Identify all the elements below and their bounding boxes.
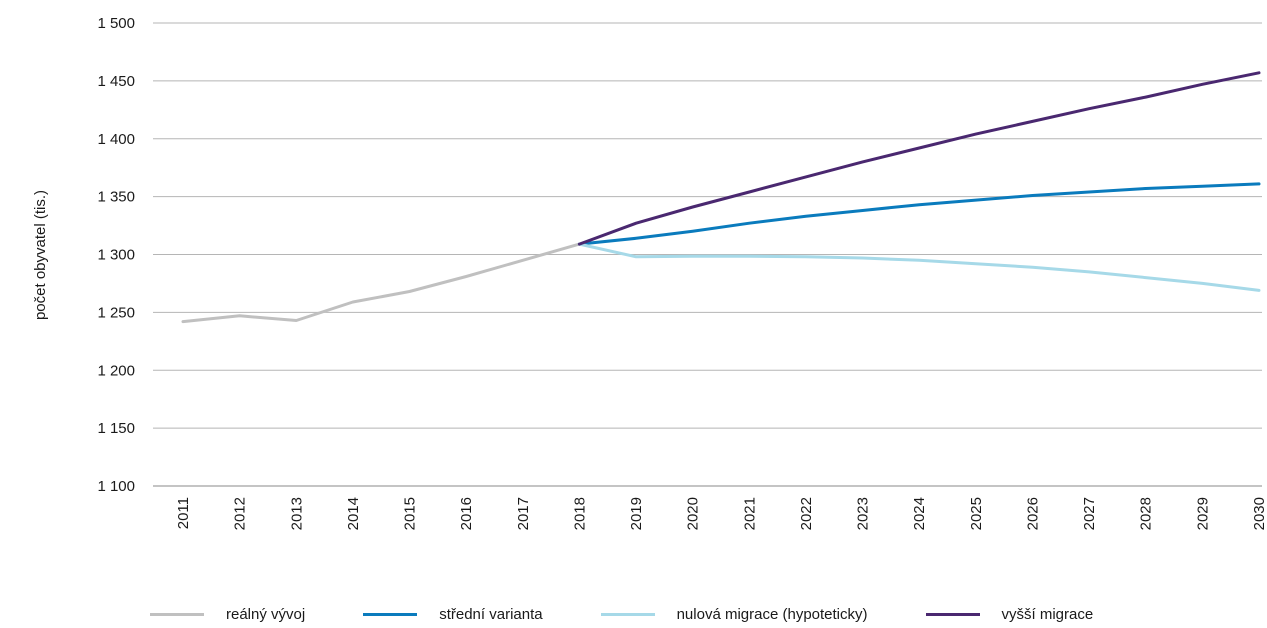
series-line: [181, 242, 581, 324]
x-tick-label: 2028: [1138, 497, 1155, 530]
x-tick-label: 2014: [345, 497, 362, 530]
x-tick-label: 2013: [288, 497, 305, 530]
y-tick-label: 1 150: [97, 420, 135, 437]
y-tick-label: 1 500: [97, 15, 135, 32]
series-line: [577, 242, 1261, 292]
y-axis-label: počet obyvatel (tis.): [32, 190, 49, 320]
x-tick-label: 2022: [798, 497, 815, 530]
legend-swatch: [363, 612, 418, 616]
series-line: [577, 182, 1261, 246]
legend-swatch: [150, 612, 204, 616]
x-tick-label: 2024: [911, 497, 928, 530]
x-axis-ticks: 2011 2012 2013 2014 2015 2016 2017 2018 2019 2020…: [175, 497, 1267, 530]
x-tick-label: 2023: [855, 497, 872, 530]
legend: reálný vývoj střední varianta nulová mig…: [150, 600, 1151, 628]
legend-item: reálný vývoj: [150, 606, 305, 623]
gridlines: [153, 22, 1262, 487]
legend-label: nulová migrace (hypoteticky): [676, 605, 868, 623]
x-tick-label: 2030: [1251, 497, 1267, 530]
x-tick-label: 2027: [1081, 497, 1098, 530]
legend-swatch: [600, 612, 655, 616]
series-line: [577, 71, 1261, 246]
x-tick-label: 2020: [685, 497, 702, 530]
x-tick-label: 2021: [741, 497, 758, 530]
x-tick-label: 2025: [968, 497, 985, 530]
x-tick-label: 2018: [571, 497, 588, 530]
y-tick-label: 1 200: [97, 362, 135, 379]
series-lines: [181, 71, 1261, 324]
x-tick-label: 2017: [515, 497, 532, 530]
legend-label: střední varianta: [439, 605, 543, 623]
x-tick-label: 2016: [458, 497, 475, 530]
x-tick-label: 2015: [402, 497, 419, 530]
line-chart: 1 100 1 150 1 200 1 250 1 300 1 350 1 400 1 450…: [32, 15, 1267, 530]
y-tick-label: 1 250: [97, 304, 135, 321]
x-tick-label: 2019: [628, 497, 645, 530]
legend-label: reálný vývoj: [226, 605, 306, 623]
legend-item: střední varianta: [363, 605, 543, 623]
y-tick-label: 1 400: [97, 131, 135, 148]
x-tick-label: 2029: [1194, 497, 1211, 530]
y-tick-label: 1 300: [97, 247, 135, 264]
x-tick-label: 2012: [232, 497, 249, 530]
legend-item: nulová migrace (hypoteticky): [600, 605, 868, 623]
legend-item: vyšší migrace: [925, 605, 1094, 623]
y-tick-label: 1 450: [97, 73, 135, 90]
y-tick-label: 1 100: [97, 478, 135, 495]
legend-label: vyšší migrace: [1001, 605, 1094, 623]
y-tick-label: 1 350: [97, 189, 135, 206]
legend-swatch: [925, 612, 980, 616]
x-tick-label: 2011: [175, 497, 192, 529]
x-tick-label: 2026: [1024, 497, 1041, 530]
y-axis-ticks: 1 100 1 150 1 200 1 250 1 300 1 350 1 400 1 450…: [97, 15, 135, 495]
